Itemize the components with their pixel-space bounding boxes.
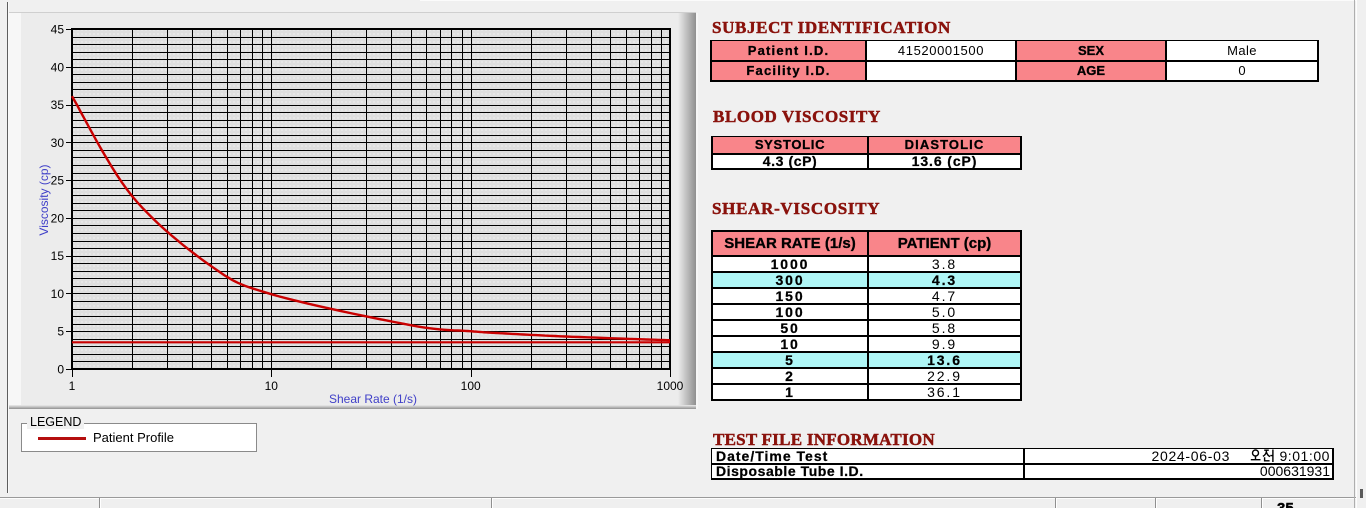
svg-text:Shear Rate (1/s): Shear Rate (1/s) [329, 392, 417, 406]
svg-text:100: 100 [461, 379, 481, 393]
svg-text:20: 20 [51, 211, 65, 225]
svg-text:45: 45 [51, 23, 65, 37]
svg-text:15: 15 [51, 249, 65, 263]
svg-text:10: 10 [265, 379, 279, 393]
svg-text:10: 10 [51, 287, 65, 301]
svg-text:1000: 1000 [657, 379, 684, 393]
svg-text:0: 0 [57, 363, 64, 377]
svg-text:30: 30 [51, 136, 65, 150]
svg-text:35: 35 [51, 98, 65, 112]
svg-text:Viscosity (cp): Viscosity (cp) [37, 164, 51, 235]
svg-text:40: 40 [51, 60, 65, 74]
svg-text:25: 25 [51, 174, 65, 188]
svg-text:1: 1 [69, 379, 76, 393]
svg-text:5: 5 [57, 325, 64, 339]
